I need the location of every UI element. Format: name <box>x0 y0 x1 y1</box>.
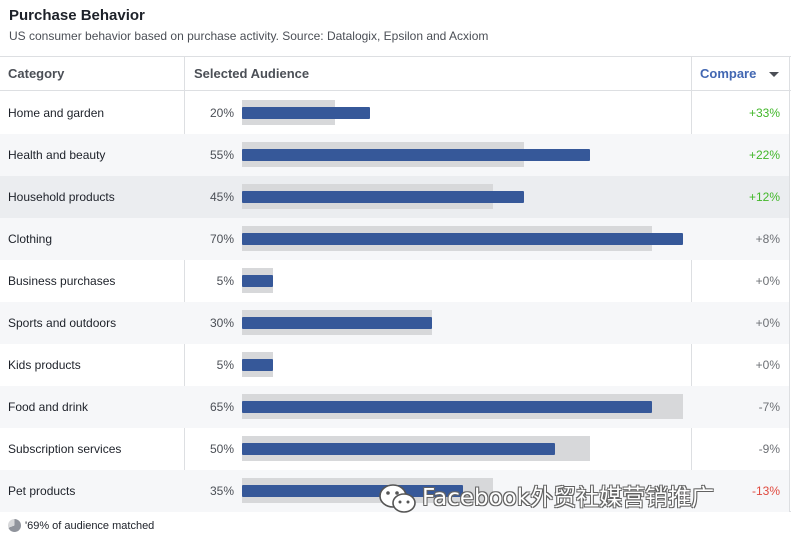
column-divider <box>789 57 790 512</box>
audience-bar-track <box>242 218 683 260</box>
table-row[interactable]: Sports and outdoors 30% +0% <box>0 302 789 344</box>
audience-percent: 20% <box>209 106 234 120</box>
compare-value: +12% <box>748 190 780 204</box>
audience-bar <box>242 359 273 371</box>
audience-percent: 70% <box>209 232 234 246</box>
table-row[interactable]: Home and garden 20% +33% <box>0 92 789 134</box>
audience-bar-track <box>242 176 683 218</box>
audience-percent: 5% <box>216 274 234 288</box>
category-label: Business purchases <box>8 274 116 288</box>
column-divider <box>691 57 692 512</box>
table-header: Category Selected Audience Compare <box>0 57 791 91</box>
audience-percent: 5% <box>216 358 234 372</box>
audience-bar <box>242 401 652 413</box>
compare-value: +33% <box>748 106 780 120</box>
audience-percent: 45% <box>209 190 234 204</box>
audience-bar <box>242 107 370 119</box>
panel-subtitle: US consumer behavior based on purchase a… <box>9 29 489 43</box>
compare-value: +0% <box>755 274 780 288</box>
panel-title: Purchase Behavior <box>9 7 145 24</box>
column-header-selected-audience[interactable]: Selected Audience <box>194 66 310 81</box>
audience-percent: 50% <box>209 442 234 456</box>
category-label: Sports and outdoors <box>8 316 117 330</box>
panel-footer: '69% of audience matched <box>0 513 791 541</box>
compare-value: +0% <box>755 316 780 330</box>
audience-percent: 65% <box>209 400 234 414</box>
audience-bar <box>242 317 432 329</box>
column-header-category[interactable]: Category <box>8 66 65 81</box>
column-divider <box>184 57 185 512</box>
compare-value: +0% <box>755 358 780 372</box>
panel-header: Purchase Behavior US consumer behavior b… <box>0 0 791 56</box>
audience-matched-text: '69% of audience matched <box>25 520 155 532</box>
table-row[interactable]: Health and beauty 55% +22% <box>0 134 789 176</box>
audience-bar-track <box>242 386 683 428</box>
sort-caret-down-icon[interactable] <box>769 72 779 77</box>
category-label: Pet products <box>8 484 76 498</box>
table-row[interactable]: Clothing 70% +8% <box>0 218 789 260</box>
audience-bar <box>242 149 590 161</box>
audience-bar <box>242 233 683 245</box>
category-label: Household products <box>8 190 115 204</box>
table-row[interactable]: Household products 45% +12% <box>0 176 789 218</box>
audience-bar-track <box>242 428 683 470</box>
watermark-text: Facebook外贸社媒营销推广 <box>422 485 715 511</box>
audience-bar-track <box>242 134 683 176</box>
table-row[interactable]: Food and drink 65% -7% <box>0 386 789 428</box>
audience-percent: 35% <box>209 484 234 498</box>
category-label: Home and garden <box>8 106 105 120</box>
category-label: Kids products <box>8 358 81 372</box>
column-header-compare[interactable]: Compare <box>700 66 757 81</box>
audience-bar-track <box>242 344 683 386</box>
audience-bar-track <box>242 92 683 134</box>
purchase-behavior-table: Category Selected Audience Compare Home … <box>0 56 791 512</box>
audience-bar <box>242 191 524 203</box>
table-row[interactable]: Business purchases 5% +0% <box>0 260 789 302</box>
compare-value: -9% <box>758 442 780 456</box>
pie-chart-icon <box>8 519 21 532</box>
audience-bar <box>242 275 273 287</box>
table-row[interactable]: Subscription services 50% -9% <box>0 428 789 470</box>
audience-bar <box>242 443 555 455</box>
table-row[interactable]: Kids products 5% +0% <box>0 344 789 386</box>
category-label: Subscription services <box>8 442 122 456</box>
audience-percent: 55% <box>209 148 234 162</box>
compare-value: -13% <box>751 484 780 498</box>
wechat-icon <box>379 484 416 513</box>
category-label: Health and beauty <box>8 148 106 162</box>
audience-bar-track <box>242 260 683 302</box>
compare-value: +8% <box>755 232 780 246</box>
compare-value: +22% <box>748 148 780 162</box>
audience-bar-track <box>242 302 683 344</box>
compare-value: -7% <box>758 400 780 414</box>
category-label: Clothing <box>8 232 53 246</box>
category-label: Food and drink <box>8 400 89 414</box>
audience-percent: 30% <box>209 316 234 330</box>
